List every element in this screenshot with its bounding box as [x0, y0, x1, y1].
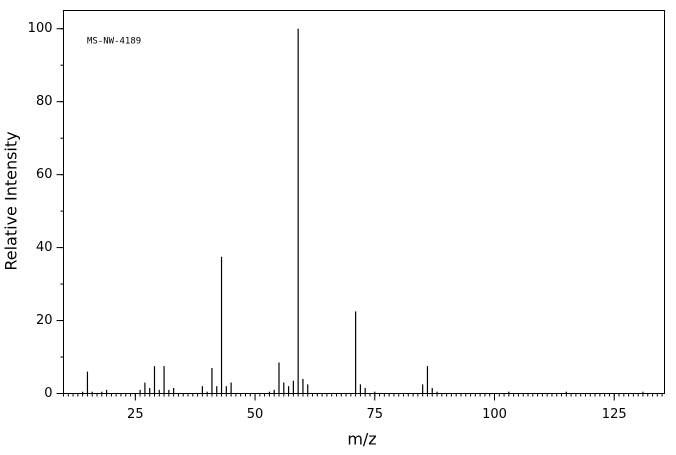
y-tick-label: 20: [36, 313, 53, 328]
x-tick-label: 25: [127, 407, 144, 422]
y-tick-label: 60: [36, 167, 53, 182]
x-tick-label: 125: [602, 407, 627, 422]
x-axis-label: m/z: [347, 430, 376, 449]
x-tick-label: 100: [482, 407, 507, 422]
x-tick-label: 50: [247, 407, 264, 422]
y-tick-label: 0: [44, 386, 52, 401]
y-axis-label: Relative Intensity: [2, 131, 21, 270]
plot-frame: [63, 10, 665, 394]
y-tick-label: 40: [36, 240, 53, 255]
y-tick-label: 100: [28, 21, 53, 36]
annotation: MS-NW-4189: [87, 37, 141, 47]
y-tick-label: 80: [36, 94, 53, 109]
x-tick-label: 75: [367, 407, 384, 422]
